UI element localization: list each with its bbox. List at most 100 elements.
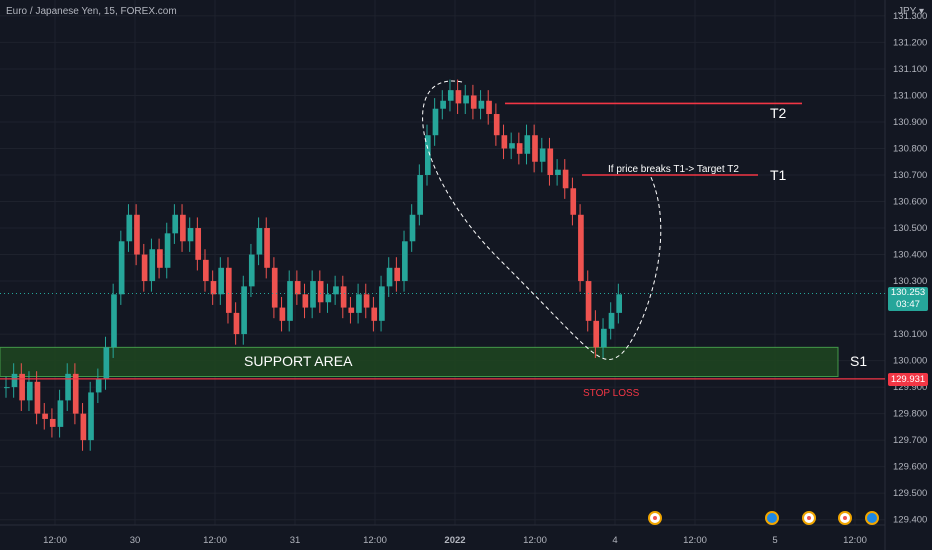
candle-body bbox=[271, 267, 278, 308]
candle-body bbox=[356, 294, 362, 313]
y-tick-label: 131.000 bbox=[893, 90, 927, 101]
candle-body bbox=[42, 413, 48, 419]
candle-body bbox=[141, 254, 148, 282]
chevron-down-icon: ▾ bbox=[918, 6, 924, 17]
y-tick-label: 129.800 bbox=[893, 409, 927, 420]
candle-body bbox=[562, 169, 569, 189]
candle-body bbox=[210, 281, 217, 295]
y-tick-label: 129.500 bbox=[893, 488, 927, 499]
candle-body bbox=[225, 267, 232, 313]
y-tick-label: 129.600 bbox=[893, 462, 927, 473]
candle-body bbox=[149, 249, 156, 282]
candle-body bbox=[203, 259, 209, 282]
support-area-box bbox=[0, 346, 839, 378]
s1-label: S1 bbox=[850, 353, 867, 369]
candle-body bbox=[463, 95, 469, 104]
y-tick-label: 131.100 bbox=[893, 64, 927, 75]
candle-body bbox=[4, 387, 10, 389]
candle-body bbox=[256, 228, 263, 255]
candle-body bbox=[455, 90, 462, 104]
candle-body bbox=[593, 320, 600, 348]
y-tick-label: 130.400 bbox=[893, 250, 927, 261]
event-red-icon[interactable] bbox=[648, 511, 662, 525]
symbol-title[interactable]: Euro / Japanese Yen, 15, FOREX.com bbox=[6, 6, 177, 17]
y-tick-label: 129.400 bbox=[893, 515, 927, 526]
candle-body bbox=[585, 281, 592, 321]
candle-body bbox=[126, 214, 133, 242]
current-price-tag: 130.253 03:47 bbox=[888, 287, 928, 311]
x-tick-label: 12:00 bbox=[523, 535, 547, 546]
candle-body bbox=[287, 281, 293, 321]
candle-body bbox=[317, 281, 324, 303]
candle-body bbox=[11, 373, 18, 388]
candle-body bbox=[524, 135, 531, 154]
bar-countdown: 03:47 bbox=[896, 299, 920, 310]
candle-body bbox=[578, 214, 584, 282]
support-area-label: SUPPORT AREA bbox=[244, 353, 353, 369]
candle-body bbox=[157, 249, 163, 268]
x-tick-label: 12:00 bbox=[43, 535, 67, 546]
stop-price-tag: 129.931 bbox=[888, 373, 928, 386]
candle-body bbox=[417, 175, 423, 215]
candle-body bbox=[310, 281, 316, 308]
candle-body bbox=[88, 392, 94, 441]
stop-loss-label: STOP LOSS bbox=[583, 388, 640, 399]
y-tick-label: 130.600 bbox=[893, 197, 927, 208]
t1-label: T1 bbox=[770, 167, 787, 183]
candle-body bbox=[509, 143, 515, 149]
y-tick-label: 131.200 bbox=[893, 37, 927, 48]
x-tick-label: 12:00 bbox=[843, 535, 867, 546]
t2-label: T2 bbox=[770, 105, 787, 121]
candle-body bbox=[379, 286, 385, 321]
candle-body bbox=[409, 214, 416, 242]
candle-body bbox=[57, 400, 64, 427]
x-tick-label: 4 bbox=[612, 535, 617, 546]
currency-selector[interactable]: JPY ▾ bbox=[898, 6, 924, 17]
y-tick-label: 130.100 bbox=[893, 329, 927, 340]
candle-body bbox=[95, 379, 102, 393]
y-tick-label: 130.900 bbox=[893, 117, 927, 128]
candle-body bbox=[134, 214, 140, 255]
event-blue-icon[interactable] bbox=[765, 511, 779, 525]
event-blue-icon[interactable] bbox=[865, 511, 879, 525]
x-tick-label: 12:00 bbox=[203, 535, 227, 546]
candle-body bbox=[195, 228, 202, 260]
candle-body bbox=[333, 286, 339, 295]
event-red-icon[interactable] bbox=[838, 511, 852, 525]
y-tick-label: 130.700 bbox=[893, 170, 927, 181]
candle-body bbox=[65, 373, 71, 401]
candle-body bbox=[218, 267, 224, 295]
candle-body bbox=[325, 294, 332, 303]
x-tick-label: 12:00 bbox=[363, 535, 387, 546]
candle-body bbox=[386, 267, 393, 287]
candle-body bbox=[608, 312, 615, 329]
candle-body bbox=[486, 100, 492, 115]
candle-body bbox=[470, 95, 477, 109]
event-red-icon[interactable] bbox=[802, 511, 816, 525]
y-tick-label: 130.000 bbox=[893, 356, 927, 367]
stop-price: 129.931 bbox=[890, 374, 926, 385]
x-tick-label: 31 bbox=[290, 535, 301, 546]
candle-body bbox=[294, 281, 301, 295]
cup-pattern-outline bbox=[422, 80, 662, 360]
candle-body bbox=[348, 307, 355, 313]
candle-body bbox=[172, 214, 179, 234]
x-tick-label: 5 bbox=[772, 535, 777, 546]
candle-body bbox=[447, 90, 454, 101]
y-tick-label: 129.700 bbox=[893, 435, 927, 446]
y-tick-label: 130.800 bbox=[893, 143, 927, 154]
candle-body bbox=[478, 100, 485, 109]
candle-body bbox=[440, 100, 446, 109]
candle-body bbox=[187, 228, 194, 242]
candle-body bbox=[424, 135, 431, 175]
x-tick-label: 30 bbox=[130, 535, 141, 546]
candle-body bbox=[279, 307, 286, 321]
candle-body bbox=[570, 188, 577, 215]
candle-body bbox=[340, 286, 347, 308]
candle-body bbox=[241, 286, 247, 335]
candle-body bbox=[49, 418, 56, 427]
candle-body bbox=[103, 347, 110, 380]
candle-body bbox=[501, 135, 508, 149]
